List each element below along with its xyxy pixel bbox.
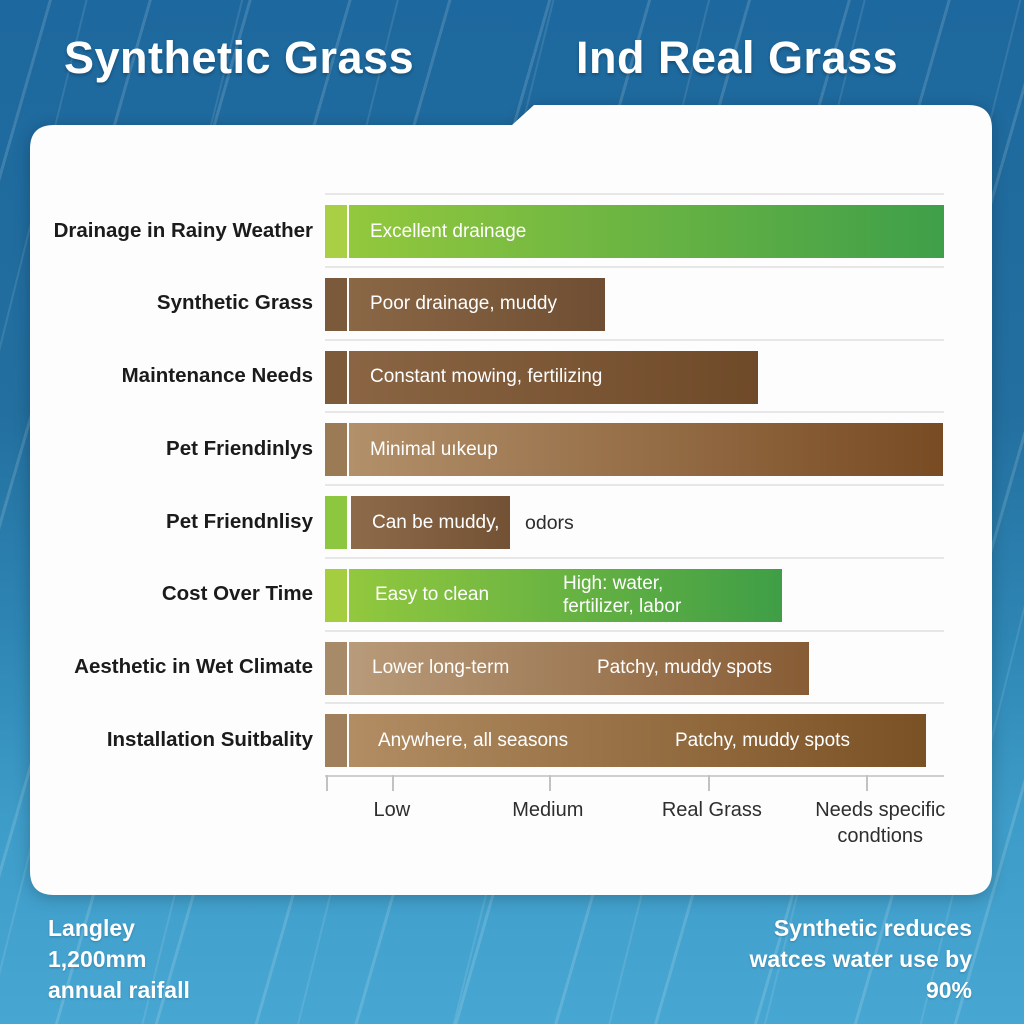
- axis-tick: [326, 775, 328, 791]
- axis-tick-label: Low: [373, 799, 411, 821]
- axis-tick-label: Real Grass: [661, 799, 762, 821]
- bar-value-text: Patchy, muddy spots: [597, 657, 772, 678]
- footer-left-line1: Langley: [48, 915, 135, 941]
- bar-value-text: Easy to clean: [375, 584, 490, 606]
- axis-tick: [549, 775, 552, 791]
- chart-gridline: [325, 556, 944, 559]
- bar-value-text: Can be muddy,: [372, 511, 500, 533]
- chart-gridline: [325, 411, 944, 414]
- footer-right-line2: watces water use by: [749, 946, 972, 972]
- footer-right-line1: Synthetic reduces: [773, 915, 972, 941]
- axis-tick-label: Medium: [512, 799, 584, 821]
- chart-gridline: [325, 265, 944, 268]
- row-label: Pet Friendnlisy: [166, 509, 313, 533]
- chart-gridline: [325, 629, 944, 632]
- bar-value-text: Constant mowing, fertilizing: [370, 366, 603, 387]
- title-synthetic-grass: Synthetic Grass: [64, 32, 415, 83]
- footer-left-line2: 1,200mm: [48, 946, 147, 972]
- row-label: Installation Suitbality: [106, 727, 313, 751]
- bar-start-cap: [325, 641, 347, 695]
- row-label: Pet Friendinlys: [166, 436, 313, 460]
- row-label: Synthetic Grass: [156, 291, 313, 315]
- footer-water-savings-note: Synthetic reduces watces water use by 90…: [750, 913, 972, 1006]
- footer-right-line3: 90%: [925, 977, 972, 1003]
- bar-segment: [349, 714, 926, 768]
- row-label: Cost Over Time: [161, 582, 313, 606]
- bar-start-cap: [325, 714, 347, 768]
- bar-value-text: Lower long-term: [372, 657, 510, 678]
- bar-start-cap: [325, 350, 347, 404]
- bar-value-text: Poor drainage, muddy: [370, 293, 557, 315]
- bar-value-text: Minimal uıkeup: [370, 438, 498, 460]
- bar-start-cap: [325, 423, 347, 477]
- bar-segment: [349, 350, 758, 404]
- bar-start-cap: [325, 205, 347, 258]
- axis-tick: [391, 775, 394, 791]
- bar-outside-text: odors: [525, 511, 574, 534]
- bar-segment: [349, 423, 943, 477]
- bar-start-cap: [325, 277, 347, 331]
- row-label: Drainage in Rainy Weather: [53, 218, 313, 242]
- chart-gridline: [325, 702, 944, 705]
- bar-segment: [351, 496, 510, 549]
- axis-tick: [866, 775, 868, 791]
- bar-value-text: Patchy, muddy spots: [675, 729, 850, 751]
- row-label: Aesthetic in Wet Climate: [74, 655, 313, 678]
- axis-tick: [708, 775, 711, 791]
- bar-segment: [349, 205, 944, 258]
- bar-segment: [349, 568, 782, 622]
- bar-segment: [349, 641, 809, 695]
- bar-value-text: Excellent drainage: [370, 220, 527, 242]
- bar-start-cap: [325, 496, 347, 549]
- bar-value-text: High: water, fertilizer, labor: [563, 573, 682, 618]
- row-label: Maintenance Needs: [121, 364, 313, 387]
- bar-segment: [349, 277, 605, 331]
- axis-tick-label: Needs specific condtions: [815, 799, 946, 847]
- title-real-grass: Ind Real Grass: [576, 32, 899, 83]
- chart-gridline: [325, 338, 944, 341]
- footer-left-line3: annual raifall: [48, 977, 190, 1003]
- bar-value-text: Anywhere, all seasons: [378, 729, 569, 751]
- bar-start-cap: [325, 568, 347, 622]
- chart-gridline: [325, 484, 944, 486]
- chart-gridline: [325, 775, 944, 777]
- chart-gridline: [325, 193, 944, 195]
- footer-rainfall-note: Langley 1,200mm annual raifall: [48, 913, 190, 1006]
